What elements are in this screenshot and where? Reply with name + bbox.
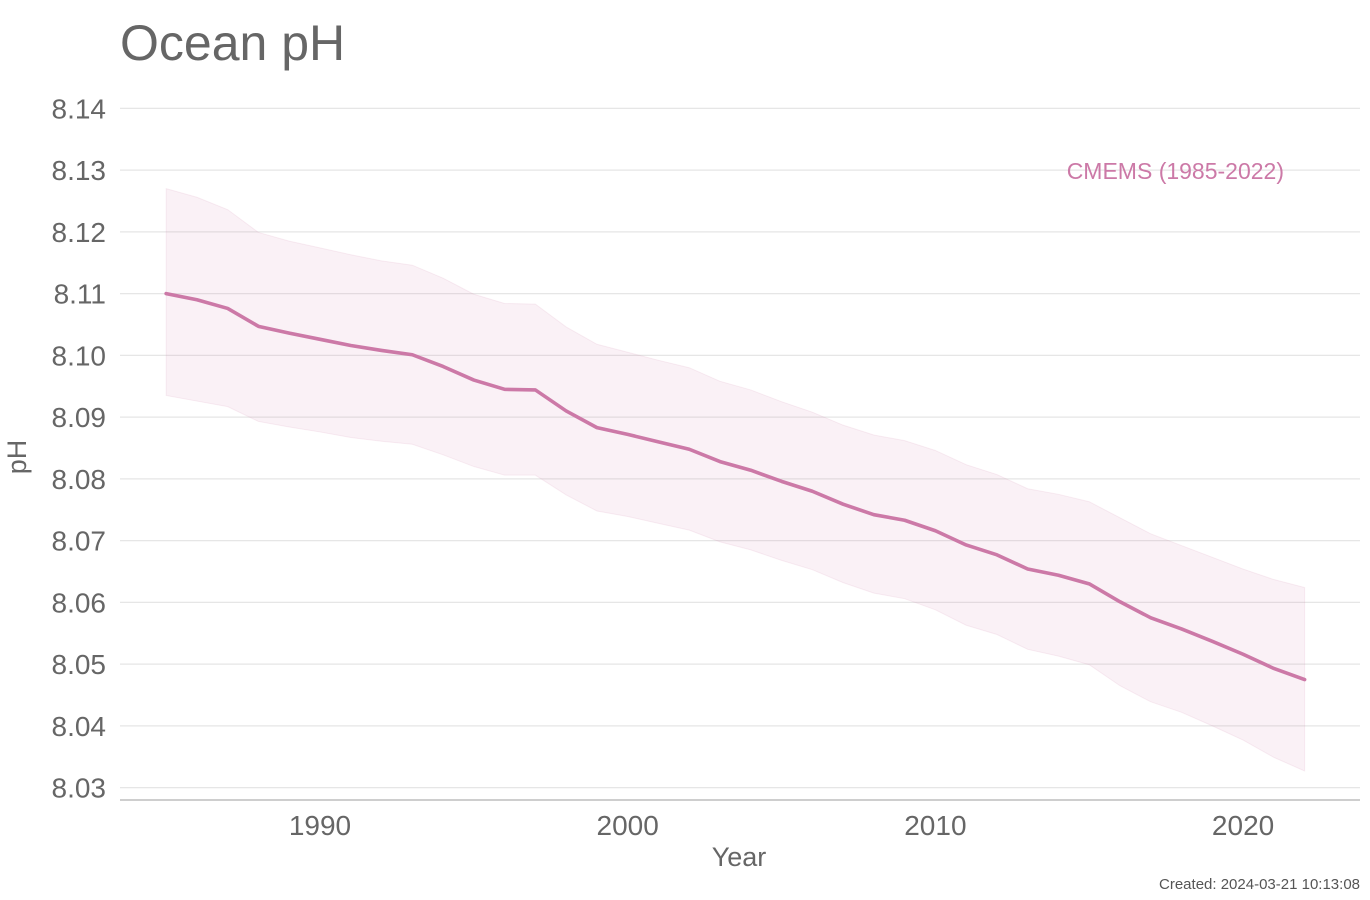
uncertainty-band-area: [165, 187, 1306, 772]
grid-lines: [120, 107, 1360, 789]
y-tick-label: 8.12: [52, 217, 107, 248]
uncertainty-band: [165, 187, 1306, 772]
x-tick-labels: 1990 2000 2010 2020: [289, 810, 1274, 841]
series-line: [164, 291, 1307, 682]
y-axis-title: pH: [2, 440, 32, 475]
series-lines: [164, 291, 1307, 682]
y-tick-label: 8.09: [52, 402, 107, 433]
y-tick-labels: 8.03 8.04 8.05 8.06 8.07 8.08 8.09 8.10 8.11 8.12…: [52, 93, 107, 803]
y-tick-label: 8.07: [52, 526, 107, 557]
y-tick-label: 8.04: [52, 711, 107, 742]
created-timestamp: Created: 2024-03-21 10:13:08: [1159, 876, 1360, 893]
y-tick-label: 8.05: [52, 649, 107, 680]
y-tick-label: 8.10: [52, 340, 107, 371]
y-tick-label: 8.06: [52, 587, 107, 618]
y-tick-label: 8.11: [54, 279, 106, 310]
y-tick-label: 8.14: [52, 93, 107, 124]
y-tick-label: 8.03: [52, 773, 107, 804]
x-tick-label: 2000: [597, 810, 659, 841]
legend-label: CMEMS (1985-2022): [1067, 158, 1284, 184]
x-tick-label: 2010: [904, 810, 966, 841]
x-tick-label: 2020: [1212, 810, 1274, 841]
x-axis-title: Year: [712, 842, 767, 872]
y-tick-label: 8.08: [52, 464, 107, 495]
x-tick-label: 1990: [289, 810, 351, 841]
legend: CMEMS (1985-2022): [1067, 158, 1284, 184]
chart-title: Ocean pH: [120, 15, 345, 71]
y-tick-label: 8.13: [52, 155, 107, 186]
